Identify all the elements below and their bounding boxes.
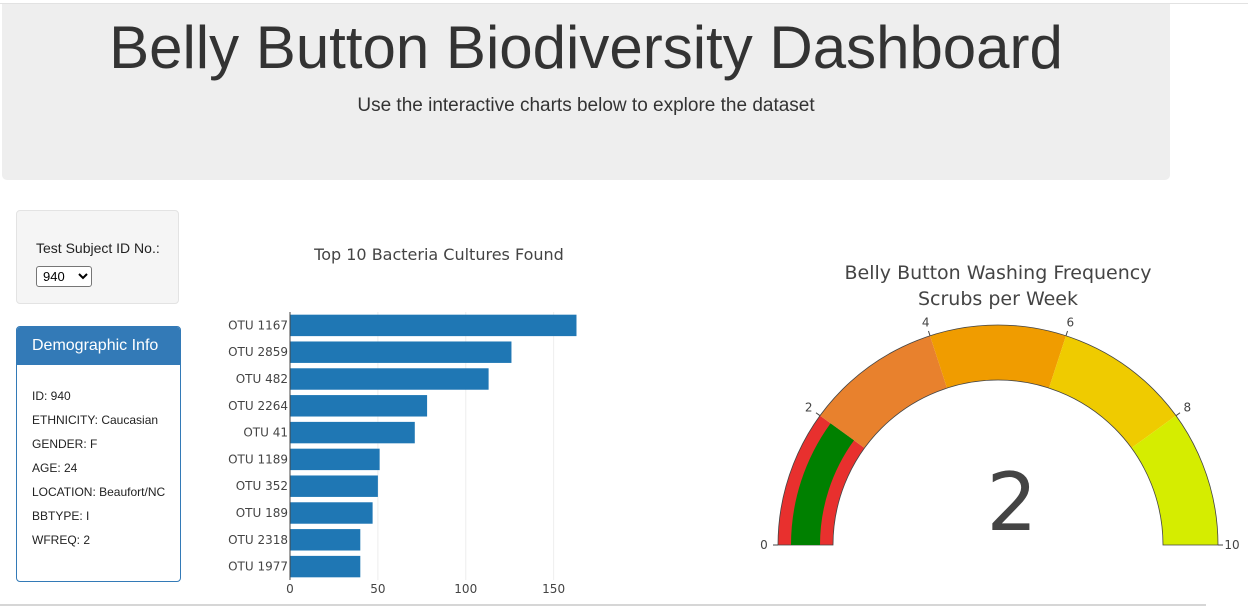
gauge-tick <box>815 412 821 417</box>
gauge-step-band <box>1131 415 1218 545</box>
gauge-value-bar <box>791 423 854 545</box>
bar-chart-y-tick-label: OTU 41 <box>243 426 288 440</box>
header-banner: Belly Button Biodiversity Dashboard Use … <box>2 4 1170 180</box>
bar-chart-y-tick-label: OTU 482 <box>236 372 288 386</box>
bar-chart-y-tick-label: OTU 1977 <box>228 560 288 574</box>
bar <box>290 502 373 524</box>
bar-chart-x-tick-label: 0 <box>286 582 294 596</box>
bar-chart-x-tick-label: 150 <box>542 582 565 596</box>
gauge-value-label: 2 <box>987 456 1038 549</box>
gauge-tick-label: 10 <box>1224 538 1239 552</box>
gauge-tick <box>1175 412 1181 417</box>
gauge-tick <box>1065 330 1069 336</box>
page-title: Belly Button Biodiversity Dashboard <box>109 14 1063 81</box>
bar-chart-y-tick-label: OTU 1167 <box>228 318 288 332</box>
gauge-tick <box>927 330 931 336</box>
gauge-title: Belly Button Washing Frequency <box>845 262 1152 284</box>
demographic-row: BBTYPE: I <box>32 509 90 523</box>
demographic-row: ETHNICITY: Caucasian <box>32 413 159 427</box>
demographic-row: AGE: 24 <box>32 461 78 475</box>
bar-chart-y-tick-label: OTU 189 <box>236 506 288 520</box>
gauge-step-band <box>930 325 1066 389</box>
bar-chart-x-tick-label: 100 <box>454 582 477 596</box>
bar <box>290 395 428 417</box>
demographic-panel: Demographic Info ID: 940 ETHNICITY: Cauc… <box>16 326 181 582</box>
subject-id-label: Test Subject ID No.: <box>36 240 160 256</box>
demographic-row: GENDER: F <box>32 437 98 451</box>
bar <box>290 314 577 337</box>
bar-chart-y-tick-label: OTU 2859 <box>228 345 288 359</box>
bar <box>290 421 415 444</box>
bar-chart-title: Top 10 Bacteria Cultures Found <box>313 245 564 264</box>
bar-chart-y-tick-label: OTU 2264 <box>228 399 288 413</box>
bar-chart-y-tick-label: OTU 2318 <box>228 533 288 547</box>
gauge-tick-label: 8 <box>1183 400 1191 414</box>
demographic-panel-heading: Demographic Info <box>17 327 180 365</box>
gauge-tick-label: 4 <box>922 315 930 329</box>
bar <box>290 555 361 578</box>
bar-chart-y-tick-label: OTU 1189 <box>228 452 288 466</box>
page-subtitle: Use the interactive charts below to expl… <box>357 95 815 116</box>
bar <box>290 448 380 471</box>
demographic-row: ID: 940 <box>32 389 71 403</box>
top-border <box>0 3 1248 4</box>
bottom-border <box>0 604 1206 606</box>
bar <box>290 475 378 497</box>
gauge-step-band <box>1048 335 1176 449</box>
bar <box>290 368 489 390</box>
demographic-row: LOCATION: Beaufort/NC <box>32 485 166 499</box>
gauge-tick-label: 2 <box>805 400 813 414</box>
gauge-tick-label: 6 <box>1066 315 1074 329</box>
bar-chart-y-tick-label: OTU 352 <box>236 479 288 493</box>
gauge-outline <box>777 324 1219 546</box>
subject-selector-panel: Test Subject ID No.: 940 <box>16 210 179 304</box>
demographic-row: WFREQ: 2 <box>32 533 91 547</box>
gauge-subtitle: Scrubs per Week <box>918 288 1078 310</box>
bar-chart-x-tick-label: 50 <box>370 582 385 596</box>
bar <box>290 529 361 551</box>
demographic-panel-body: ID: 940 ETHNICITY: Caucasian GENDER: F A… <box>32 389 172 557</box>
gauge-step-band <box>820 335 948 449</box>
gauge-tick-label: 0 <box>760 538 768 552</box>
subject-id-select[interactable]: 940 <box>36 266 92 287</box>
bar <box>290 341 512 363</box>
